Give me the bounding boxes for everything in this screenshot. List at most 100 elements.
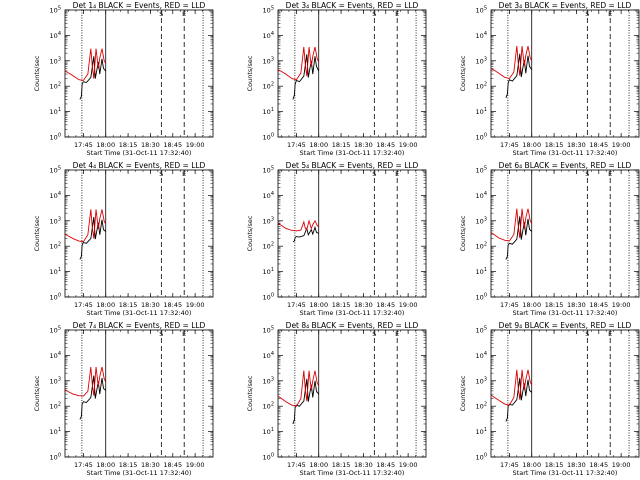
x-tick-label: 18:00 [96,141,115,149]
x-tick-label: 18:30 [567,141,586,149]
x-tick-label: 19:00 [399,141,418,149]
x-tick-label: 18:45 [589,301,608,309]
marker-label: S [372,330,376,338]
marker-label: E [182,330,186,338]
plot-frame [64,169,214,298]
x-tick-label: 18:15 [119,141,138,149]
marker-label: S [585,330,589,338]
panel-6: Det 6₄ BLACK = Events, RED = LLD 100 101 10… [459,161,640,317]
events-series-line [79,56,107,100]
y-tick-label: 102 [476,82,487,91]
x-tick-label: 18:15 [119,461,138,469]
y-tick-label: 104 [476,191,487,200]
plot-frame [490,9,640,138]
y-tick-label: 101 [50,107,61,116]
y-axis-label: Counts/sec [33,215,41,251]
marker-label: S [372,170,376,178]
x-tick-label: 18:45 [589,141,608,149]
y-tick-label: 103 [263,216,274,225]
y-tick-label: 100 [476,293,487,302]
x-tick-label: 18:15 [119,301,138,309]
x-tick-label: 18:00 [522,141,541,149]
y-tick-label: 105 [50,6,61,15]
x-axis-label: Start Time (31-Oct-11 17:32:40) [87,469,192,477]
y-tick-label: 101 [263,267,274,276]
series-group [278,370,320,425]
lld-series-line [65,48,107,81]
panels-grid: Det 1₄ BLACK = Events, RED = LLD 100 101 10… [33,1,640,477]
y-tick-label: 104 [476,351,487,360]
plot-frame [277,329,427,458]
plot-frame [64,9,214,138]
x-axis-label: Start Time (31-Oct-11 17:32:40) [513,309,618,317]
y-tick-label: 103 [50,216,61,225]
marker-label: S [372,10,376,18]
marker-label: E [395,330,399,338]
x-tick-label: 18:00 [522,461,541,469]
x-tick-label: 18:45 [376,141,395,149]
y-tick-label: 104 [50,31,61,40]
y-tick-label: 102 [476,242,487,251]
lld-series-line [278,46,320,81]
y-tick-label: 101 [476,107,487,116]
y-tick-label: 101 [476,427,487,436]
plot-frame [490,329,640,458]
x-tick-label: 17:45 [74,461,93,469]
y-tick-label: 100 [263,293,274,302]
x-tick-label: 18:45 [376,301,395,309]
panel-2: Det 3₄ BLACK = Events, RED = LLD 100 101 10… [246,1,427,157]
x-tick-label: 18:00 [309,461,328,469]
x-tick-label: 18:30 [354,461,373,469]
y-tick-label: 103 [476,376,487,385]
panel-title: Det 6₄ BLACK = Events, RED = LLD [499,161,632,170]
x-tick-label: 17:45 [287,301,306,309]
x-axis-label: Start Time (31-Oct-11 17:32:40) [513,149,618,157]
lld-series-line [278,219,319,232]
y-tick-label: 100 [476,453,487,462]
y-axis-label: Counts/sec [459,55,467,91]
panel-title: Det 4₄ BLACK = Events, RED = LLD [73,161,206,170]
x-axis-label: Start Time (31-Oct-11 17:32:40) [300,469,405,477]
events-series-line [505,377,533,422]
plot-frame [490,169,640,298]
x-tick-label: 17:45 [287,461,306,469]
x-axis-label: Start Time (31-Oct-11 17:32:40) [513,469,618,477]
marker-label: S [585,170,589,178]
plot-frame [277,9,427,138]
y-tick-label: 104 [50,191,61,200]
series-group [278,219,319,243]
x-tick-label: 18:45 [589,461,608,469]
series-group [491,369,533,422]
panel-5: Det 5₄ BLACK = Events, RED = LLD 100 101 10… [246,161,427,317]
x-tick-label: 18:30 [141,461,160,469]
x-tick-label: 19:00 [186,461,205,469]
y-tick-label: 102 [476,402,487,411]
lld-series-line [491,45,533,80]
panel-7: Det 7₄ BLACK = Events, RED = LLD 100 101 10… [33,321,214,477]
y-tick-label: 100 [50,453,61,462]
x-tick-label: 18:45 [163,301,182,309]
y-tick-label: 105 [263,326,274,335]
y-tick-label: 105 [50,326,61,335]
x-tick-label: 18:15 [545,461,564,469]
plot-frame [64,329,214,458]
events-series-line [505,53,533,98]
y-tick-label: 102 [263,82,274,91]
marker-label: E [608,170,612,178]
x-tick-label: 17:45 [74,141,93,149]
x-tick-label: 17:45 [287,141,306,149]
series-group [491,208,533,260]
y-tick-label: 102 [50,242,61,251]
y-axis-label: Counts/sec [246,375,254,411]
y-tick-label: 105 [476,326,487,335]
panel-title: Det 9₄ BLACK = Events, RED = LLD [499,321,632,330]
x-tick-label: 19:00 [399,301,418,309]
panel-9: Det 9₄ BLACK = Events, RED = LLD 100 101 10… [459,321,640,477]
x-axis-label: Start Time (31-Oct-11 17:32:40) [87,309,192,317]
y-tick-label: 103 [476,216,487,225]
x-tick-label: 19:00 [612,141,631,149]
x-tick-label: 17:45 [500,141,519,149]
lld-series-line [491,369,533,406]
y-axis-label: Counts/sec [459,375,467,411]
